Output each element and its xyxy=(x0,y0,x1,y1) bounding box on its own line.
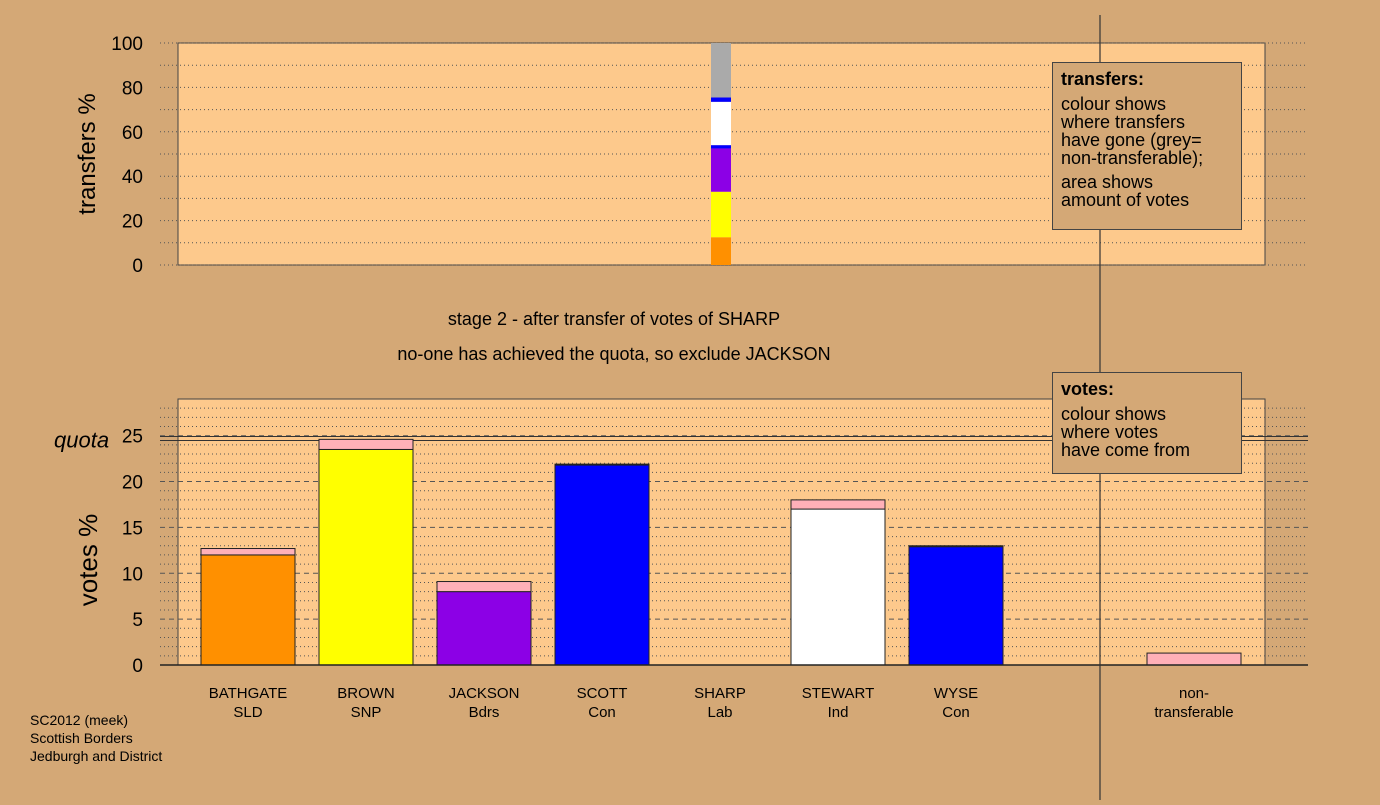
candidate-name-label: JACKSON xyxy=(449,685,520,702)
footer-line: SC2012 (meek) xyxy=(30,712,129,728)
transfer-segment-bathgate xyxy=(711,237,731,265)
transfers-y-axis-label: transfers % xyxy=(74,93,101,214)
candidate-name-label: SCOTT xyxy=(577,685,628,702)
transfers-legend-line: colour shows xyxy=(1061,94,1167,114)
votes-legend-line: have come from xyxy=(1061,440,1191,460)
votes-legend-line: where votes xyxy=(1061,422,1159,442)
vote-bar-bathgate-from-bathgate xyxy=(200,554,296,666)
votes-legend: votes: colour shows where votes have com… xyxy=(1052,372,1242,474)
stage-note: no-one has achieved the quota, so exclud… xyxy=(397,344,830,364)
non-transferable-label: transferable xyxy=(1154,704,1233,721)
transfers-y-tick-label: 60 xyxy=(122,123,143,144)
transfers-legend-line: area shows xyxy=(1061,172,1154,192)
transfers-legend-line: where transfers xyxy=(1061,112,1186,132)
votes-y-tick-label: 20 xyxy=(122,473,143,494)
votes-y-tick-label: 25 xyxy=(122,427,143,448)
transfers-y-tick-label: 40 xyxy=(122,167,143,188)
candidate-name-label: BROWN xyxy=(337,685,395,702)
transfers-y-tick-label: 20 xyxy=(122,212,143,233)
candidate-name-label: BATHGATE xyxy=(209,685,288,702)
vote-bar-jackson-from-jackson xyxy=(436,591,532,666)
votes-legend-title: votes: xyxy=(1061,379,1115,399)
votes-y-axis-label: votes % xyxy=(73,514,103,607)
transfers-legend-title: transfers: xyxy=(1061,69,1145,89)
transfers-legend-line: amount of votes xyxy=(1061,190,1190,210)
footer: SC2012 (meek) Scottish Borders Jedburgh … xyxy=(30,711,162,765)
footer-line: Jedburgh and District xyxy=(30,748,163,764)
vote-bar-wyse-from-sharp xyxy=(908,545,1004,548)
vote-bar-brown-from-brown xyxy=(318,448,414,666)
transfers-legend: transfers: colour shows where transfers … xyxy=(1052,62,1242,230)
quota-label: quota xyxy=(54,427,109,452)
transfer-segment-stewart xyxy=(711,101,731,146)
vote-bar-stewart-from-stewart xyxy=(790,508,886,666)
transfer-segment-wyse xyxy=(711,97,731,102)
non-transferable-bar xyxy=(1146,652,1242,666)
vote-bar-scott-from-scott xyxy=(554,464,650,666)
votes-y-tick-label: 5 xyxy=(132,610,143,631)
candidate-party-label: SNP xyxy=(351,704,382,721)
votes-legend-line: colour shows xyxy=(1061,404,1167,424)
vote-bar-scott-from-sharp xyxy=(554,463,650,466)
transfer-segment-jackson xyxy=(711,148,731,192)
vote-bar-bathgate-from-sharp xyxy=(200,548,296,556)
transfers-y-tick-label: 100 xyxy=(111,34,143,55)
vote-bar-wyse-from-wyse xyxy=(908,546,1004,666)
candidate-name-label: STEWART xyxy=(802,685,875,702)
transfer-segment-scott xyxy=(711,145,731,149)
transfers-y-tick-label: 80 xyxy=(122,78,143,99)
votes-y-tick-label: 0 xyxy=(132,656,143,677)
footer-line: Scottish Borders xyxy=(30,730,133,746)
transfers-legend-line: non-transferable); xyxy=(1061,148,1204,168)
candidate-name-label: SHARP xyxy=(694,685,746,702)
stage-title: stage 2 - after transfer of votes of SHA… xyxy=(448,309,780,329)
vote-bar-brown-from-sharp xyxy=(318,438,414,450)
vote-bar-jackson-from-sharp xyxy=(436,581,532,593)
transfer-segment-non-transferable xyxy=(711,43,731,98)
candidate-party-label: Ind xyxy=(828,704,849,721)
votes-y-tick-label: 15 xyxy=(122,518,143,539)
votes-y-tick-label: 10 xyxy=(122,564,143,585)
vote-bar-stewart-from-sharp xyxy=(790,499,886,510)
candidate-party-label: Con xyxy=(942,704,970,721)
candidate-party-label: Con xyxy=(588,704,616,721)
candidate-name-label: WYSE xyxy=(934,685,978,702)
transfers-y-tick-label: 0 xyxy=(132,256,143,277)
candidate-party-label: Lab xyxy=(707,704,732,721)
transfers-legend-line: have gone (grey= xyxy=(1061,130,1202,150)
transfer-segment-brown xyxy=(711,191,731,238)
candidate-party-label: SLD xyxy=(233,704,262,721)
candidate-party-label: Bdrs xyxy=(469,704,500,721)
non-transferable-label: non- xyxy=(1179,685,1209,702)
